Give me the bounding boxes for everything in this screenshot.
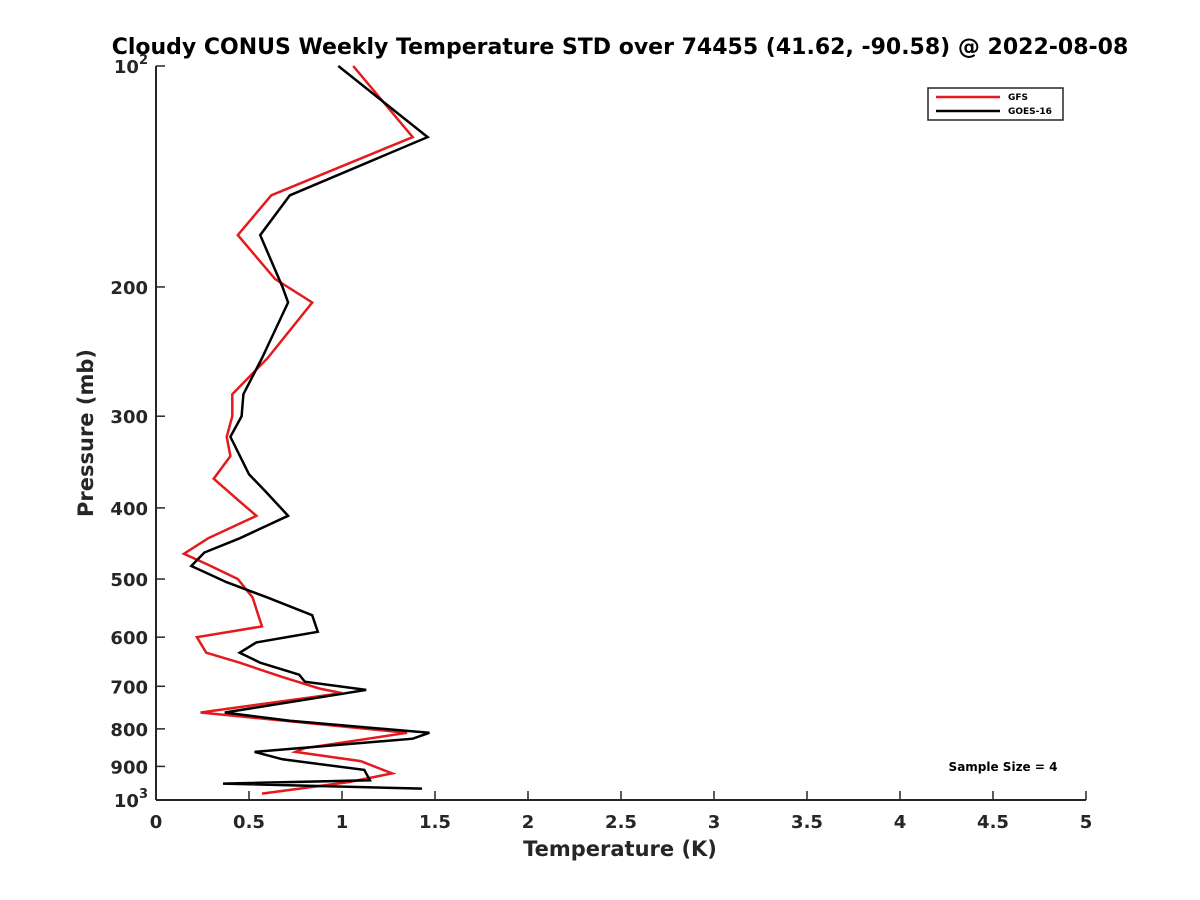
x-tick-label: 2 [522,812,535,833]
legend-box [927,87,1064,121]
y-tick-label: 102 [114,53,148,78]
y-tick-label: 103 [114,787,148,812]
y-tick-label: 300 [110,407,148,428]
series-line-goes-16 [189,65,431,790]
x-tick-label: 1 [336,812,349,833]
y-tick-label: 400 [110,499,148,520]
series-line-gfs [181,65,415,795]
plot-axes: 0 0.5 1 1.5 2 2.5 3 3.5 4 4.5 5 102 200 300 400 500 600 7… [110,53,1092,833]
y-tick-label: 500 [110,570,148,591]
legend-label: GFS [1008,93,1028,103]
x-tick-label: 4.5 [977,812,1009,833]
series-layer [181,65,431,795]
x-axis-label: Temperature (K) [523,837,717,861]
legend: GFS GOES-16 [927,87,1064,121]
x-tick-label: 4 [894,812,907,833]
x-tick-label: 2.5 [605,812,637,833]
y-tick-label: 200 [110,278,148,299]
chart-title: Cloudy CONUS Weekly Temperature STD over… [112,35,1129,60]
x-tick-label: 3 [708,812,721,833]
y-tick-label: 800 [110,720,148,741]
y-tick-label: 600 [110,628,148,649]
y-axis-label: Pressure (mb) [74,349,98,517]
x-tick-label: 0 [150,812,163,833]
x-tick-label: 3.5 [791,812,823,833]
y-tick-label: 700 [110,677,148,698]
legend-label: GOES-16 [1008,107,1052,117]
sample-size-annotation: Sample Size = 4 [949,760,1058,774]
x-tick-label: 5 [1080,812,1093,833]
y-tick-label: 900 [110,757,148,778]
x-tick-label: 0.5 [233,812,265,833]
x-tick-label: 1.5 [419,812,451,833]
